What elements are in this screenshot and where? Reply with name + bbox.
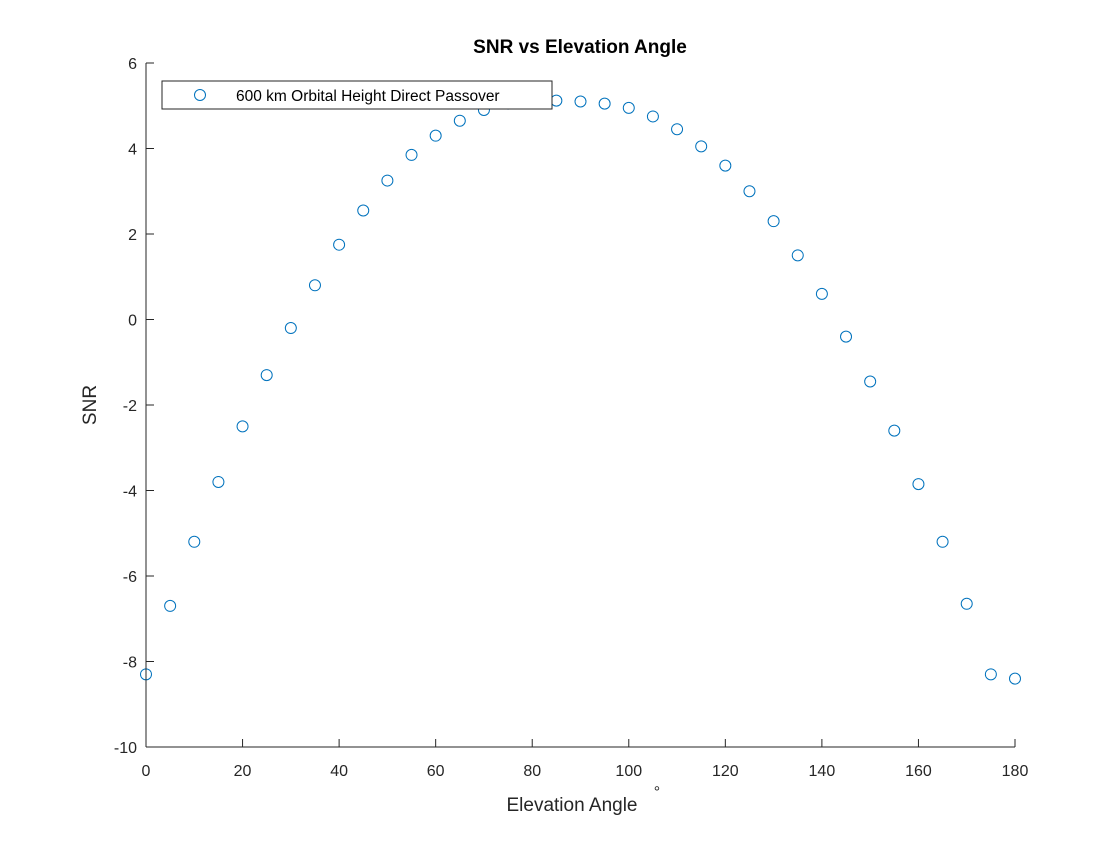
- data-point: [212, 475, 225, 488]
- y-tick-label: 4: [128, 142, 137, 159]
- y-tick-label: -2: [123, 398, 137, 415]
- data-point: [960, 597, 973, 610]
- y-tick-label: -4: [123, 484, 137, 501]
- data-point: [912, 478, 925, 491]
- data-point: [936, 535, 949, 548]
- x-axis-label: Elevation Angle: [507, 795, 638, 816]
- x-tick-label: 20: [234, 763, 252, 780]
- x-tick-label: 160: [905, 763, 932, 780]
- legend-marker-icon: [194, 89, 206, 101]
- data-point: [864, 375, 877, 388]
- x-tick-label: 60: [427, 763, 445, 780]
- x-tick-label: 0: [142, 763, 151, 780]
- data-point: [888, 424, 901, 437]
- data-point: [719, 159, 732, 172]
- plot-background: [146, 63, 1015, 747]
- data-point: [236, 420, 249, 433]
- data-point: [622, 101, 635, 114]
- data-point: [308, 279, 321, 292]
- data-point: [574, 95, 587, 108]
- legend-entry: 600 km Orbital Height Direct Passover: [236, 88, 500, 105]
- data-point: [695, 140, 708, 153]
- y-ticks: -10 -8 -6 -4 -2 0 2 4 6: [114, 56, 154, 757]
- data-point: [357, 204, 370, 217]
- y-tick-label: -8: [123, 655, 137, 672]
- x-axis-label-suffix: °: [654, 784, 660, 801]
- data-point: [381, 174, 394, 187]
- data-point: [188, 535, 201, 548]
- x-tick-label: 100: [615, 763, 642, 780]
- data-point: [333, 238, 346, 251]
- data-point: [164, 599, 177, 612]
- legend-box: [161, 80, 553, 110]
- data-point: [743, 185, 756, 198]
- x-tick-label: 80: [523, 763, 541, 780]
- y-tick-label: 2: [128, 227, 137, 244]
- y-tick-label: 0: [128, 313, 137, 330]
- x-tick-label: 180: [1002, 763, 1029, 780]
- data-point: [429, 129, 442, 142]
- x-tick-label: 40: [330, 763, 348, 780]
- data-point: [405, 148, 418, 161]
- data-point: [840, 330, 853, 343]
- x-ticks: 0 20 40 60 80 100 120 140 160 180: [142, 739, 1029, 780]
- data-point: [671, 123, 684, 136]
- data-point: [453, 114, 466, 127]
- data-point: [767, 215, 780, 228]
- y-tick-label: 6: [128, 56, 137, 73]
- y-axis-label: SNR: [80, 385, 101, 425]
- data-point: [815, 287, 828, 300]
- data-point: [260, 369, 273, 382]
- y-tick-label: -6: [123, 569, 137, 586]
- data-point: [1009, 672, 1021, 685]
- y-tick-label: -10: [114, 740, 137, 757]
- chart-title: SNR vs Elevation Angle: [473, 37, 687, 58]
- data-point: [646, 110, 659, 123]
- data-point: [284, 322, 297, 335]
- data-point: [984, 668, 997, 681]
- x-tick-label: 140: [809, 763, 836, 780]
- legend: 600 km Orbital Height Direct Passover: [161, 80, 553, 110]
- x-tick-label: 120: [712, 763, 739, 780]
- data-point: [791, 249, 804, 262]
- data-point: [598, 97, 611, 110]
